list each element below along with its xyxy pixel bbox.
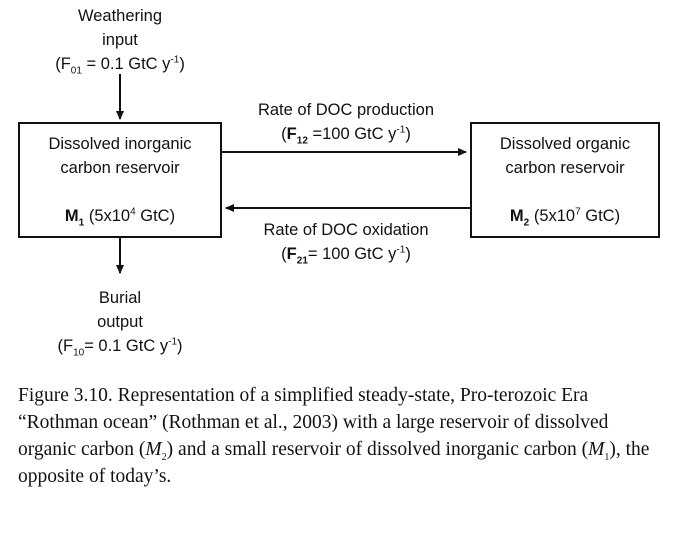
weathering-flux-value: = 0.1 GtC y — [81, 55, 171, 73]
production-flux: (F12 =100 GtC y-1) — [281, 124, 411, 147]
burial-flux-sub: 10 — [73, 347, 85, 359]
oxidation-title: Rate of DOC oxidation — [263, 221, 429, 239]
weathering-flux-sub: 01 — [70, 65, 82, 77]
oxidation-flux-symbol: F — [286, 245, 297, 263]
oxidation-flux-exp: -1 — [396, 244, 406, 256]
caption-suffix: ), the opposite of today’s. — [18, 439, 650, 487]
caption-m1: M — [588, 439, 605, 460]
caption-prefix: Figure 3.10. Representation of a simplif… — [18, 385, 609, 460]
organic-mass-symbol: M — [509, 207, 524, 225]
production-flux-value: =100 GtC y — [307, 125, 397, 143]
caption-m1-sub: 1 — [604, 451, 610, 463]
caption-m2-sub: 2 — [161, 451, 167, 463]
burial-line2: output — [97, 313, 143, 331]
weathering-line2: input — [102, 31, 138, 49]
inorganic-box-line2: carbon reservoir — [60, 159, 180, 177]
organic-mass-value: (5x10 — [529, 207, 576, 225]
inorganic-box-mass: M1 (5x104 GtC) — [20, 204, 220, 228]
inorganic-mass-unit: GtC) — [135, 207, 176, 225]
weathering-flux: (F01 = 0.1 GtC y-1) — [55, 54, 185, 77]
inorganic-mass-symbol: M — [64, 207, 79, 225]
production-flux-symbol: F — [286, 125, 297, 143]
inorganic-mass-exp: 4 — [130, 206, 136, 218]
inorganic-carbon-reservoir-box: Dissolved inorganic carbon reservoir M1 … — [18, 122, 222, 238]
caption-m2: M — [145, 439, 162, 460]
organic-mass-exp: 7 — [575, 206, 581, 218]
burial-label: Burial output (F10= 0.1 GtC y-1) — [20, 286, 220, 358]
organic-box-line1: Dissolved organic — [499, 135, 631, 153]
oxidation-flux: (F21= 100 GtC y-1) — [281, 244, 411, 267]
organic-carbon-reservoir-box: Dissolved organic carbon reservoir M2 (5… — [470, 122, 660, 238]
inorganic-mass-value: (5x10 — [84, 207, 131, 225]
burial-line1: Burial — [98, 289, 142, 307]
inorganic-mass-sub: 1 — [78, 217, 85, 229]
weathering-flux-exp: -1 — [170, 54, 180, 66]
production-title: Rate of DOC production — [257, 101, 435, 119]
organic-mass-sub: 2 — [523, 217, 530, 229]
caption-middle: ) and a small reservoir of dissolved ino… — [166, 439, 589, 460]
oxidation-label: Rate of DOC oxidation (F21= 100 GtC y-1) — [226, 218, 466, 266]
burial-flux-value: = 0.1 GtC y — [84, 337, 169, 355]
burial-flux-exp: -1 — [168, 336, 178, 348]
weathering-label: Weathering input (F01 = 0.1 GtC y-1) — [20, 4, 220, 76]
organic-box-mass: M2 (5x107 GtC) — [472, 204, 658, 228]
inorganic-box-line1: Dissolved inorganic — [48, 135, 192, 153]
organic-mass-unit: GtC) — [580, 207, 621, 225]
weathering-line1: Weathering — [77, 7, 163, 25]
burial-flux-symbol: F — [62, 337, 74, 355]
weathering-flux-symbol: F — [60, 55, 71, 73]
oxidation-flux-sub: 21 — [296, 255, 308, 267]
organic-box-line2: carbon reservoir — [505, 159, 625, 177]
figure-caption: Figure 3.10. Representation of a simplif… — [18, 382, 668, 490]
production-flux-exp: -1 — [396, 124, 406, 136]
production-label: Rate of DOC production (F12 =100 GtC y-1… — [226, 98, 466, 146]
burial-flux: (F10= 0.1 GtC y-1) — [57, 336, 183, 359]
oxidation-flux-value: = 100 GtC y — [307, 245, 397, 263]
production-flux-sub: 12 — [296, 135, 308, 147]
